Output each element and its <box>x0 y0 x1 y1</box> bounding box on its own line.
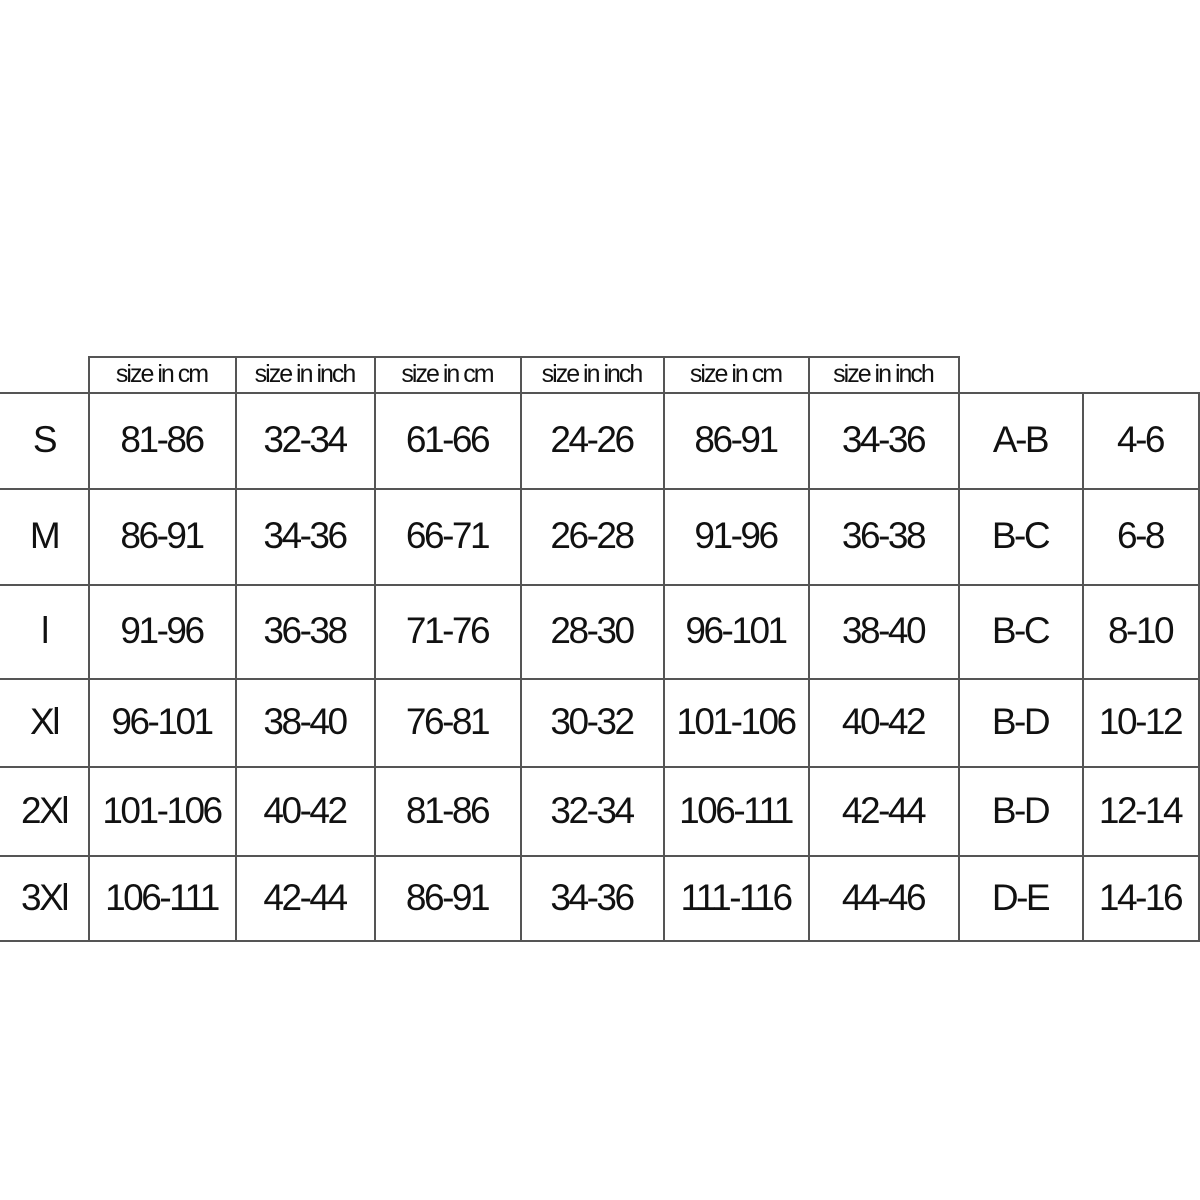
grid-line <box>88 356 90 392</box>
table-cell: 4-6 <box>1117 419 1165 460</box>
size-label: l <box>41 610 49 651</box>
column-header: size in cm <box>115 359 209 388</box>
table-cell: 96-101 <box>111 701 214 742</box>
table-cell: 81-86 <box>120 419 205 460</box>
table-cell: 12-14 <box>1098 789 1184 831</box>
grid-line <box>520 356 522 392</box>
table-cell: 14-16 <box>1098 876 1184 918</box>
table-cell: B-D <box>991 789 1051 831</box>
table-cell: 38-40 <box>841 610 927 651</box>
table-cell: 86-91 <box>120 515 205 556</box>
table-cell: 91-96 <box>120 610 205 651</box>
table-cell: 8-10 <box>1107 610 1175 651</box>
table-cell: 101-106 <box>102 789 223 831</box>
grid-line <box>0 940 1200 942</box>
grid-line <box>374 392 376 942</box>
column-header: size in inch <box>541 359 644 388</box>
size-label: M <box>29 515 61 556</box>
table-cell: 24-26 <box>550 419 635 460</box>
grid-line <box>235 392 237 942</box>
grid-line <box>0 392 1200 394</box>
grid-line <box>235 356 237 392</box>
size-label: 2Xl <box>21 789 69 831</box>
table-cell: A-B <box>992 419 1050 460</box>
grid-line <box>663 392 665 942</box>
grid-line <box>88 356 960 358</box>
grid-line <box>0 488 1200 490</box>
grid-line <box>663 356 665 392</box>
size-label: Xl <box>30 701 60 742</box>
table-cell: 106-111 <box>105 876 220 918</box>
table-cell: B-D <box>991 701 1051 742</box>
table-cell: 96-101 <box>685 610 788 651</box>
grid-line <box>808 392 810 942</box>
table-cell: 6-8 <box>1117 515 1165 556</box>
table-cell: 71-76 <box>405 610 491 651</box>
table-cell: B-C <box>991 610 1051 651</box>
table-cell: 42-44 <box>263 876 348 918</box>
table-cell: 26-28 <box>550 515 635 556</box>
column-header: size in cm <box>401 359 494 388</box>
grid-line <box>1082 392 1084 942</box>
column-header: size in inch <box>833 359 935 388</box>
table-cell: B-C <box>991 515 1051 556</box>
grid-line <box>0 584 1200 586</box>
table-cell: 34-36 <box>841 419 927 460</box>
table-cell: 106-111 <box>679 789 794 831</box>
table-cell: 61-66 <box>405 419 491 460</box>
table-cell: 38-40 <box>263 701 348 742</box>
table-cell: 32-34 <box>263 419 348 460</box>
table-cell: 86-91 <box>694 419 779 460</box>
column-header: size in cm <box>689 359 783 388</box>
grid-line <box>0 766 1200 768</box>
grid-line <box>88 392 90 942</box>
table-cell: 111-116 <box>680 876 793 918</box>
table-cell: 91-96 <box>694 515 779 556</box>
grid-line <box>808 356 810 392</box>
table-cell: 81-86 <box>405 789 491 831</box>
size-label: 3Xl <box>21 876 69 918</box>
table-cell: 76-81 <box>405 701 491 742</box>
grid-line <box>374 356 376 392</box>
size-label: S <box>32 419 58 460</box>
table-cell: 36-38 <box>841 515 927 556</box>
grid-line <box>0 855 1200 857</box>
table-cell: 32-34 <box>550 789 635 831</box>
column-header: size in inch <box>254 359 357 388</box>
table-cell: 40-42 <box>263 789 348 831</box>
table-cell: 40-42 <box>841 701 927 742</box>
table-cell: 101-106 <box>676 701 797 742</box>
table-cell: 10-12 <box>1098 701 1184 742</box>
grid-line <box>0 678 1200 680</box>
grid-line <box>958 356 960 392</box>
table-cell: 34-36 <box>550 876 635 918</box>
table-cell: 34-36 <box>263 515 348 556</box>
table-cell: 86-91 <box>405 876 491 918</box>
table-cell: 36-38 <box>263 610 348 651</box>
grid-line <box>520 392 522 942</box>
grid-line <box>1198 392 1200 942</box>
grid-line <box>958 392 960 942</box>
table-cell: D-E <box>991 876 1051 918</box>
table-cell: 30-32 <box>550 701 635 742</box>
table-cell: 28-30 <box>550 610 635 651</box>
table-cell: 66-71 <box>405 515 491 556</box>
table-cell: 42-44 <box>841 789 927 831</box>
table-cell: 44-46 <box>841 876 927 918</box>
